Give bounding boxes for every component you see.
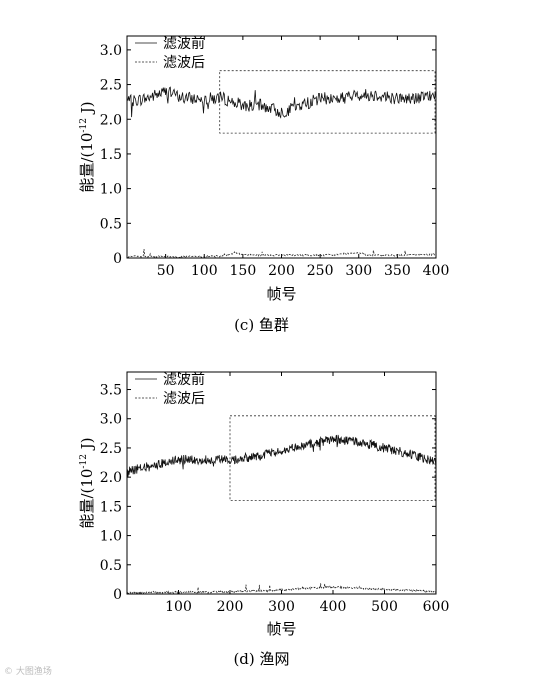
y-axis-label-unit: J) xyxy=(78,101,96,118)
highlight-box xyxy=(219,70,436,134)
y-tick-label: 3.0 xyxy=(100,412,122,428)
y-tick-label: 2.0 xyxy=(100,112,122,128)
legend-label-before: 滤波前 xyxy=(163,371,205,388)
series-2-line xyxy=(127,248,436,258)
y-axis-label-exponent: -12 xyxy=(79,454,89,469)
x-tick-label: 500 xyxy=(371,599,398,615)
y-tick-label: 1.5 xyxy=(100,499,122,515)
y-axis-label-main: 能量/(10 xyxy=(78,133,96,193)
y-tick-label: 0 xyxy=(113,587,122,603)
y-axis-label-exponent: -12 xyxy=(79,118,89,133)
chart-1: 0 0.5 1.0 1.5 2.0 2.5 3.0 50 100 150 200 250 300 350 4… xyxy=(78,35,449,334)
legend-label-before: 滤波前 xyxy=(163,35,205,52)
y-tick-label: 1.5 xyxy=(100,147,122,163)
y-tick-label: 0.5 xyxy=(100,216,122,232)
series-1-line xyxy=(127,86,436,119)
y-tick-label: 3.0 xyxy=(100,43,122,59)
chart-2: 0 0.5 1.0 1.5 2.0 2.5 3.0 3.5 100 200 300 400 500 600… xyxy=(78,371,449,668)
watermark: © 大图渔场 xyxy=(4,667,52,677)
x-tick-label: 150 xyxy=(230,263,257,279)
x-tick-label: 100 xyxy=(165,599,192,615)
y-tick-label: 1.0 xyxy=(100,182,122,198)
x-tick-label: 300 xyxy=(268,599,295,615)
y-tick-label: 3.5 xyxy=(100,383,122,399)
x-axis-label: 帧号 xyxy=(266,620,296,638)
y-tick-label: 2.5 xyxy=(100,441,122,457)
y-axis-label-unit: J) xyxy=(78,437,96,454)
y-tick-label: 2.0 xyxy=(100,470,122,486)
x-tick-label: 100 xyxy=(191,263,218,279)
highlight-box xyxy=(229,415,436,501)
x-tick-label: 300 xyxy=(345,263,372,279)
x-tick-label: 50 xyxy=(157,263,175,279)
y-tick-label: 0 xyxy=(113,251,122,267)
y-axis-label: 能量/(10-12 J) xyxy=(78,101,96,192)
x-tick-label: 400 xyxy=(423,263,450,279)
x-tick-label: 600 xyxy=(423,599,450,615)
legend-label-after: 滤波后 xyxy=(163,55,205,71)
x-tick-label: 400 xyxy=(320,599,347,615)
y-tick-label: 0.5 xyxy=(100,558,122,574)
y-axis-label: 能量/(10-12 J) xyxy=(78,437,96,528)
series-2-line xyxy=(127,583,436,594)
figure-caption: (d) 渔网 xyxy=(233,650,289,668)
x-tick-label: 200 xyxy=(217,599,244,615)
legend-label-after: 滤波后 xyxy=(163,391,205,407)
x-tick-label: 350 xyxy=(384,263,411,279)
series-1-line xyxy=(127,434,436,478)
x-tick-label: 200 xyxy=(268,263,295,279)
y-axis-label-main: 能量/(10 xyxy=(78,469,96,529)
y-tick-label: 1.0 xyxy=(100,529,122,545)
y-tick-label: 2.5 xyxy=(100,78,122,94)
x-axis-label: 帧号 xyxy=(266,285,296,303)
figure-caption: (c) 鱼群 xyxy=(234,316,289,334)
x-tick-label: 250 xyxy=(307,263,334,279)
